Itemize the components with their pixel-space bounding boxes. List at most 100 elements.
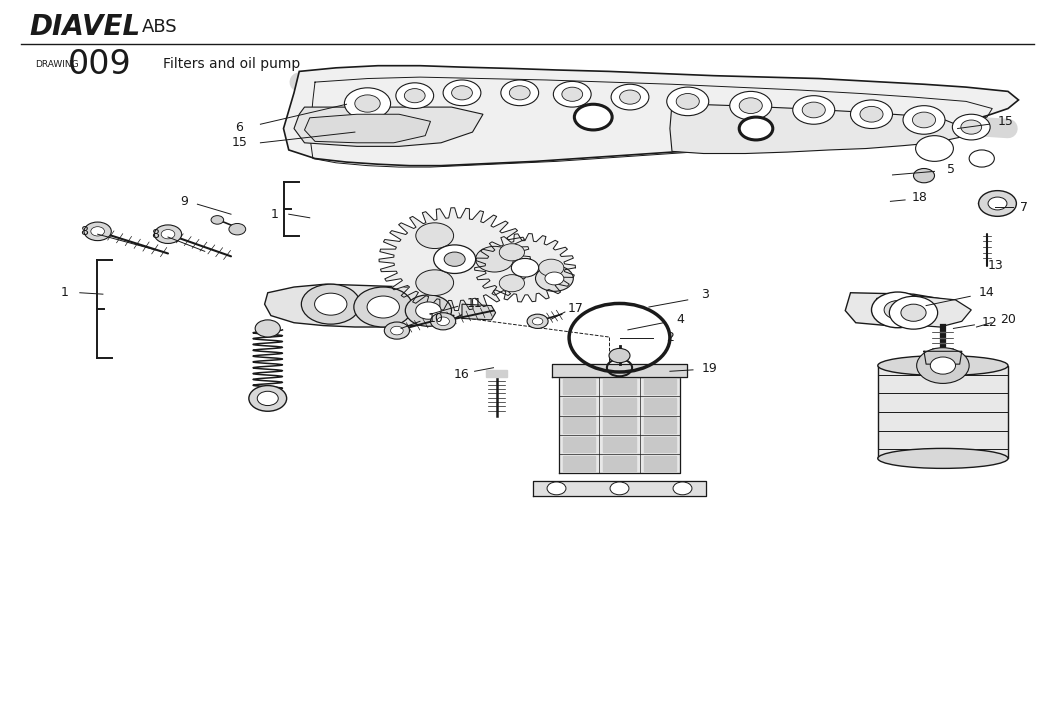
Circle shape: [301, 284, 360, 324]
Circle shape: [437, 317, 449, 326]
Polygon shape: [563, 398, 595, 413]
Circle shape: [676, 94, 699, 109]
Circle shape: [509, 86, 530, 100]
Circle shape: [84, 222, 111, 241]
Circle shape: [501, 80, 539, 106]
Text: 14: 14: [979, 286, 995, 299]
Polygon shape: [924, 351, 962, 364]
Text: 15: 15: [231, 136, 248, 149]
Polygon shape: [265, 284, 472, 327]
Polygon shape: [533, 481, 706, 496]
Circle shape: [860, 106, 883, 122]
Circle shape: [739, 117, 773, 140]
Text: ABS: ABS: [142, 18, 177, 36]
Circle shape: [430, 313, 456, 330]
Circle shape: [416, 302, 441, 319]
Polygon shape: [604, 456, 635, 471]
Circle shape: [396, 83, 434, 109]
Polygon shape: [475, 233, 575, 302]
Circle shape: [416, 223, 454, 248]
Circle shape: [917, 348, 969, 383]
Circle shape: [527, 314, 548, 328]
Circle shape: [961, 120, 982, 134]
Text: 1: 1: [61, 286, 69, 299]
Circle shape: [443, 80, 481, 106]
Text: 5: 5: [947, 164, 956, 176]
Polygon shape: [294, 107, 483, 146]
Circle shape: [916, 136, 953, 161]
Polygon shape: [563, 437, 595, 452]
Text: Filters and oil pump: Filters and oil pump: [163, 57, 300, 71]
Ellipse shape: [878, 356, 1008, 376]
Circle shape: [405, 295, 452, 326]
Circle shape: [903, 106, 945, 134]
Text: 1: 1: [271, 208, 279, 221]
Circle shape: [611, 84, 649, 110]
Polygon shape: [644, 456, 676, 471]
Polygon shape: [284, 66, 1018, 166]
Circle shape: [255, 320, 280, 337]
Text: DIAVEL: DIAVEL: [29, 13, 141, 41]
Text: 12: 12: [981, 316, 996, 329]
Polygon shape: [563, 418, 595, 433]
Text: 9: 9: [180, 195, 188, 208]
Circle shape: [416, 270, 454, 296]
Text: 009: 009: [68, 48, 132, 81]
Circle shape: [368, 296, 399, 318]
Circle shape: [391, 326, 403, 335]
Text: 8: 8: [80, 225, 88, 238]
Text: 13: 13: [987, 259, 1004, 272]
Text: 20: 20: [1000, 313, 1016, 326]
Text: DRAWING: DRAWING: [35, 60, 79, 69]
Polygon shape: [486, 370, 507, 377]
Circle shape: [988, 197, 1007, 210]
Text: 3: 3: [700, 288, 709, 301]
Circle shape: [539, 259, 564, 276]
Polygon shape: [644, 437, 676, 452]
Circle shape: [914, 169, 934, 183]
Polygon shape: [604, 437, 635, 452]
Circle shape: [257, 391, 278, 406]
Polygon shape: [878, 366, 1008, 458]
Polygon shape: [604, 379, 635, 394]
Polygon shape: [379, 208, 530, 311]
Circle shape: [610, 482, 629, 495]
Circle shape: [802, 102, 825, 118]
Circle shape: [739, 98, 762, 114]
Circle shape: [793, 96, 835, 124]
Circle shape: [344, 88, 391, 119]
Circle shape: [884, 301, 911, 319]
Circle shape: [969, 150, 994, 167]
Circle shape: [952, 114, 990, 140]
Circle shape: [434, 245, 476, 273]
Text: 7: 7: [1020, 201, 1028, 213]
Circle shape: [404, 89, 425, 103]
Circle shape: [500, 275, 525, 292]
Circle shape: [574, 104, 612, 130]
Polygon shape: [563, 379, 595, 394]
Circle shape: [355, 95, 380, 112]
Circle shape: [872, 292, 924, 328]
Circle shape: [545, 272, 564, 285]
Circle shape: [536, 266, 573, 291]
Circle shape: [532, 318, 543, 325]
Polygon shape: [874, 296, 971, 327]
Circle shape: [315, 293, 346, 315]
Circle shape: [620, 90, 640, 104]
Text: 8: 8: [151, 228, 160, 241]
Circle shape: [229, 223, 246, 235]
Ellipse shape: [878, 448, 1008, 468]
Polygon shape: [644, 379, 676, 394]
Text: 11: 11: [466, 297, 483, 310]
Polygon shape: [563, 456, 595, 471]
Circle shape: [211, 216, 224, 224]
Circle shape: [730, 91, 772, 120]
Text: 19: 19: [702, 362, 718, 375]
Circle shape: [500, 243, 525, 261]
Circle shape: [511, 258, 539, 277]
Circle shape: [901, 304, 926, 321]
Text: 6: 6: [235, 121, 244, 134]
Circle shape: [667, 87, 709, 116]
Text: 16: 16: [454, 368, 470, 381]
Circle shape: [979, 191, 1016, 216]
